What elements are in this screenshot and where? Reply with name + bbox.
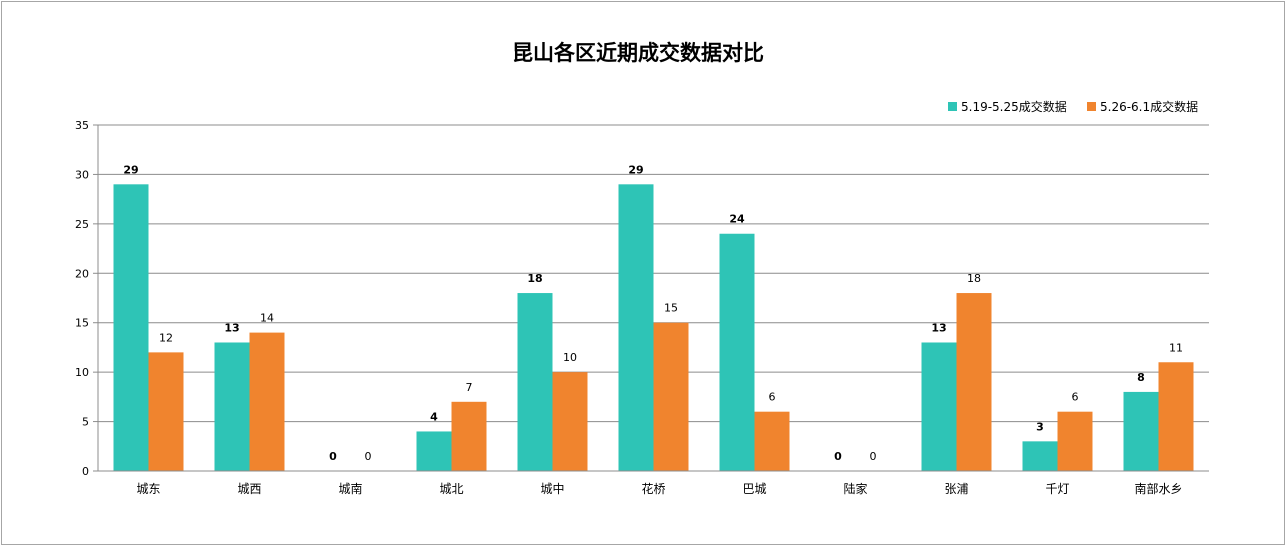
legend: 5.19-5.25成交数据 5.26-6.1成交数据 bbox=[948, 99, 1198, 114]
legend-swatch-series-2 bbox=[1087, 102, 1096, 111]
bar-series-1 bbox=[113, 184, 149, 472]
x-tick-label: 张浦 bbox=[944, 482, 968, 496]
bar-series-2 bbox=[552, 372, 588, 471]
y-tick-label: 35 bbox=[75, 119, 89, 132]
data-label-series-2: 18 bbox=[967, 272, 981, 285]
x-tick-label: 千灯 bbox=[1045, 482, 1069, 496]
y-tick-label: 10 bbox=[75, 366, 89, 379]
y-axis: 0 5 10 15 20 25 30 35 bbox=[75, 119, 99, 478]
data-label-series-1: 3 bbox=[1036, 420, 1044, 433]
y-tick-label: 5 bbox=[82, 416, 89, 429]
data-label-series-2: 10 bbox=[563, 351, 577, 364]
y-tick-label: 0 bbox=[82, 465, 89, 478]
bar-series-1 bbox=[618, 184, 654, 472]
data-label-series-1: 24 bbox=[729, 213, 745, 226]
legend-label-series-2: 5.26-6.1成交数据 bbox=[1100, 99, 1198, 114]
data-label-series-1: 8 bbox=[1137, 371, 1145, 384]
data-label-series-2: 7 bbox=[466, 381, 473, 394]
bar-series-1 bbox=[1022, 441, 1058, 471]
bar-series-1 bbox=[416, 431, 452, 471]
x-tick-label: 巴城 bbox=[742, 482, 766, 496]
bar-series-1 bbox=[719, 233, 755, 471]
data-label-series-1: 29 bbox=[123, 163, 138, 176]
bar-series-1 bbox=[921, 342, 957, 471]
data-label-series-2: 6 bbox=[1072, 391, 1079, 404]
x-tick-label: 花桥 bbox=[641, 481, 665, 496]
bar-series-2 bbox=[653, 322, 689, 471]
data-label-series-2: 15 bbox=[664, 302, 678, 315]
data-label-series-1: 29 bbox=[628, 163, 643, 176]
bars bbox=[113, 184, 1194, 472]
data-label-series-1: 18 bbox=[527, 272, 542, 285]
x-tick-label: 城东 bbox=[136, 482, 160, 496]
bar-series-2 bbox=[451, 401, 487, 471]
legend-label-series-1: 5.19-5.25成交数据 bbox=[961, 99, 1067, 114]
bar-series-1 bbox=[517, 293, 553, 471]
data-label-series-1: 0 bbox=[329, 450, 337, 463]
data-label-series-2: 12 bbox=[159, 331, 173, 344]
bar-series-2 bbox=[249, 332, 285, 471]
data-label-series-2: 0 bbox=[870, 450, 877, 463]
data-label-series-1: 0 bbox=[834, 450, 842, 463]
bar-series-2 bbox=[754, 411, 790, 471]
bar-series-2 bbox=[1057, 411, 1093, 471]
x-tick-label: 南部水乡 bbox=[1134, 481, 1182, 496]
y-tick-label: 15 bbox=[75, 317, 89, 330]
x-tick-label: 城南 bbox=[338, 481, 362, 496]
data-label-series-2: 0 bbox=[365, 450, 372, 463]
data-labels: 29 12 13 14 0 0 4 7 18 10 29 15 24 6 0 0 13 18 3 6 8 11 bbox=[123, 163, 1183, 463]
legend-swatch-series-1 bbox=[948, 102, 957, 111]
x-tick-label: 陆家 bbox=[843, 481, 867, 496]
bar-series-1 bbox=[1123, 391, 1159, 471]
y-tick-label: 25 bbox=[75, 218, 89, 231]
data-label-series-1: 4 bbox=[430, 410, 438, 423]
x-tick-label: 城中 bbox=[540, 481, 564, 496]
data-label-series-2: 11 bbox=[1169, 341, 1183, 354]
chart-title: 昆山各区近期成交数据对比 bbox=[512, 40, 764, 65]
bar-series-1 bbox=[214, 342, 250, 471]
x-tick-label: 城西 bbox=[237, 482, 261, 496]
data-label-series-1: 13 bbox=[931, 321, 946, 334]
data-label-series-2: 14 bbox=[260, 312, 274, 325]
x-axis: 城东 城西 城南 城北 城中 花桥 巴城 陆家 张浦 千灯 南部水乡 bbox=[98, 470, 1209, 496]
x-tick-label: 城北 bbox=[439, 482, 463, 496]
data-label-series-2: 6 bbox=[769, 391, 776, 404]
bar-series-2 bbox=[148, 352, 184, 471]
bar-series-2 bbox=[956, 293, 992, 471]
y-tick-label: 20 bbox=[75, 267, 89, 280]
data-label-series-1: 13 bbox=[224, 321, 239, 334]
bar-series-2 bbox=[1158, 362, 1194, 471]
y-tick-label: 30 bbox=[75, 168, 89, 181]
